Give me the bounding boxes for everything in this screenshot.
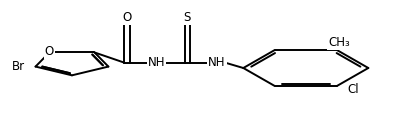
Text: NH: NH <box>147 55 165 69</box>
Text: Br: Br <box>12 60 26 73</box>
Text: O: O <box>122 11 131 24</box>
Text: O: O <box>45 45 54 58</box>
Text: CH₃: CH₃ <box>327 36 349 49</box>
Text: Cl: Cl <box>346 83 358 96</box>
Text: S: S <box>183 11 190 24</box>
Text: NH: NH <box>208 55 225 69</box>
